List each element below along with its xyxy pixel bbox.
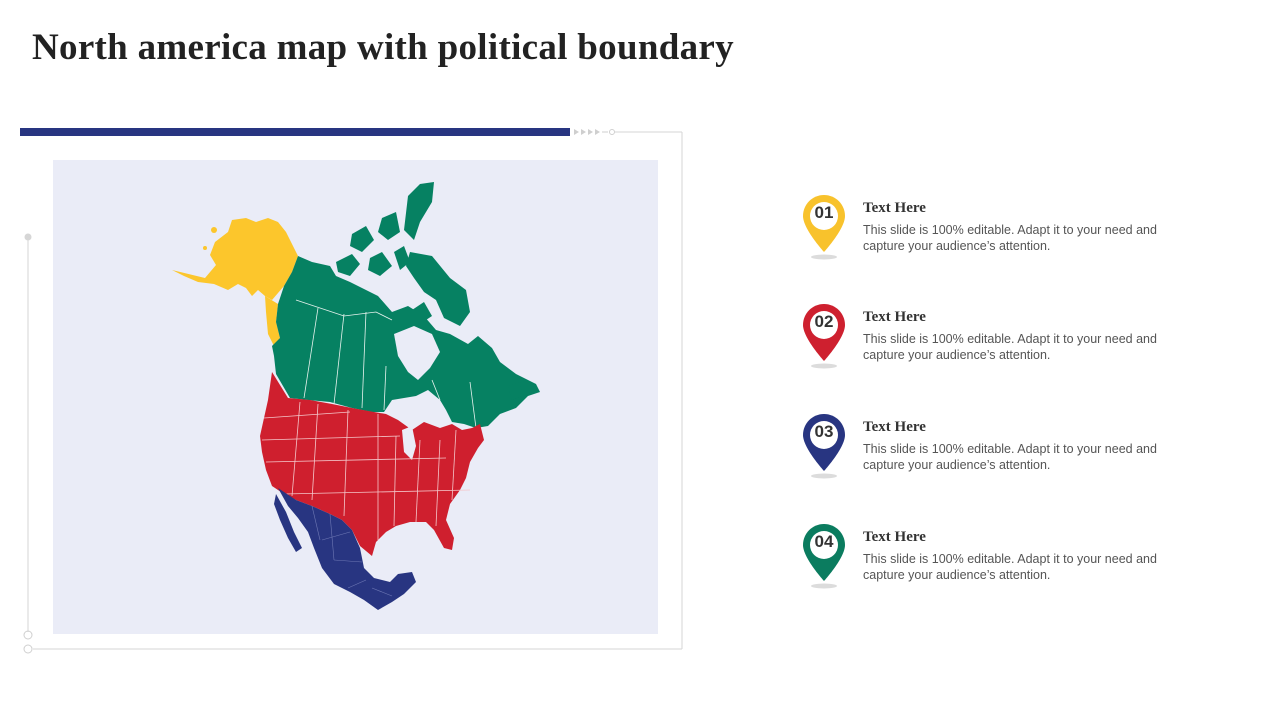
legend-title: Text Here <box>863 309 926 325</box>
slide-title: North america map with political boundar… <box>32 27 734 68</box>
legend-number: 01 <box>814 203 834 222</box>
legend-item-2: 02 Text Here This slide is 100% editable… <box>800 303 1200 375</box>
legend-number: 02 <box>814 312 834 331</box>
legend-number: 03 <box>814 422 834 441</box>
legend-text: This slide is 100% editable. Adapt it to… <box>863 552 1157 582</box>
map-pin-icon <box>803 195 845 260</box>
map-pin-icon <box>803 414 845 479</box>
map-pin-icon <box>803 304 845 369</box>
legend-title: Text Here <box>863 200 926 216</box>
region-usa <box>260 372 484 556</box>
north-america-map <box>172 182 540 610</box>
legend-text: This slide is 100% editable. Adapt it to… <box>863 442 1157 472</box>
legend-title: Text Here <box>863 419 926 435</box>
legend-item-3: 03 Text Here This slide is 100% editable… <box>800 413 1200 485</box>
region-mexico <box>274 488 416 610</box>
legend-text: This slide is 100% editable. Adapt it to… <box>863 332 1157 362</box>
legend-item-4: 04 Text Here This slide is 100% editable… <box>800 523 1200 595</box>
region-alaska <box>172 218 298 346</box>
region-canada <box>272 182 540 429</box>
legend-item-1: 01 Text Here This slide is 100% editable… <box>800 194 1200 266</box>
legend-number: 04 <box>814 532 834 551</box>
map-panel <box>53 160 658 634</box>
legend-text: This slide is 100% editable. Adapt it to… <box>863 223 1157 253</box>
legend-title: Text Here <box>863 529 926 545</box>
accent-bar <box>20 128 570 136</box>
map-pin-icon <box>803 524 845 589</box>
